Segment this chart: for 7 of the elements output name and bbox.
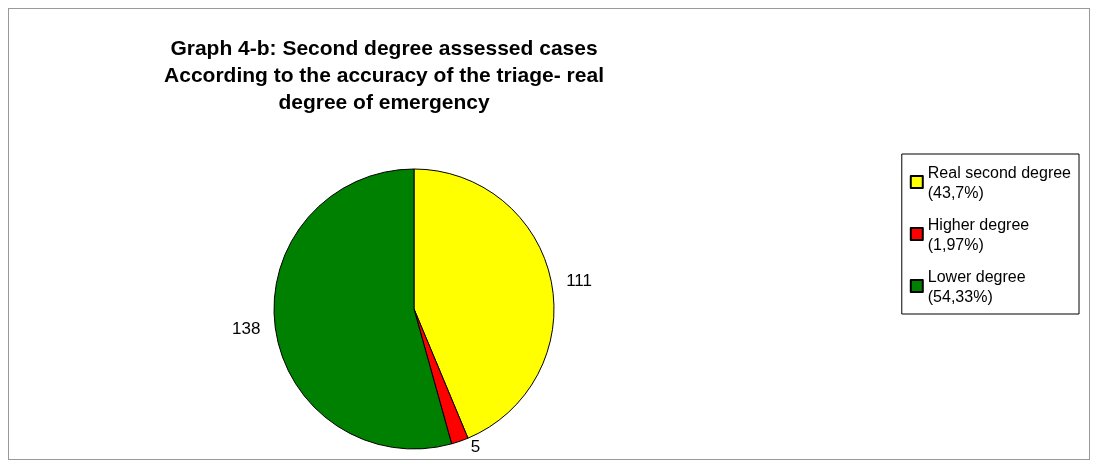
chart-title: Graph 4-b: Second degree assessed cases According to the accuracy of the triage- real degree of emergency [164, 36, 604, 113]
data-label: 5 [470, 437, 481, 457]
data-label: 138 [231, 319, 261, 339]
data-label: 111 [566, 270, 592, 290]
legend-label: Real second degree (43,7%) [927, 163, 1072, 201]
legend-label: Lower degree (54,33%) [927, 267, 1026, 305]
legend-label: Higher degree (1,97%) [927, 215, 1030, 253]
